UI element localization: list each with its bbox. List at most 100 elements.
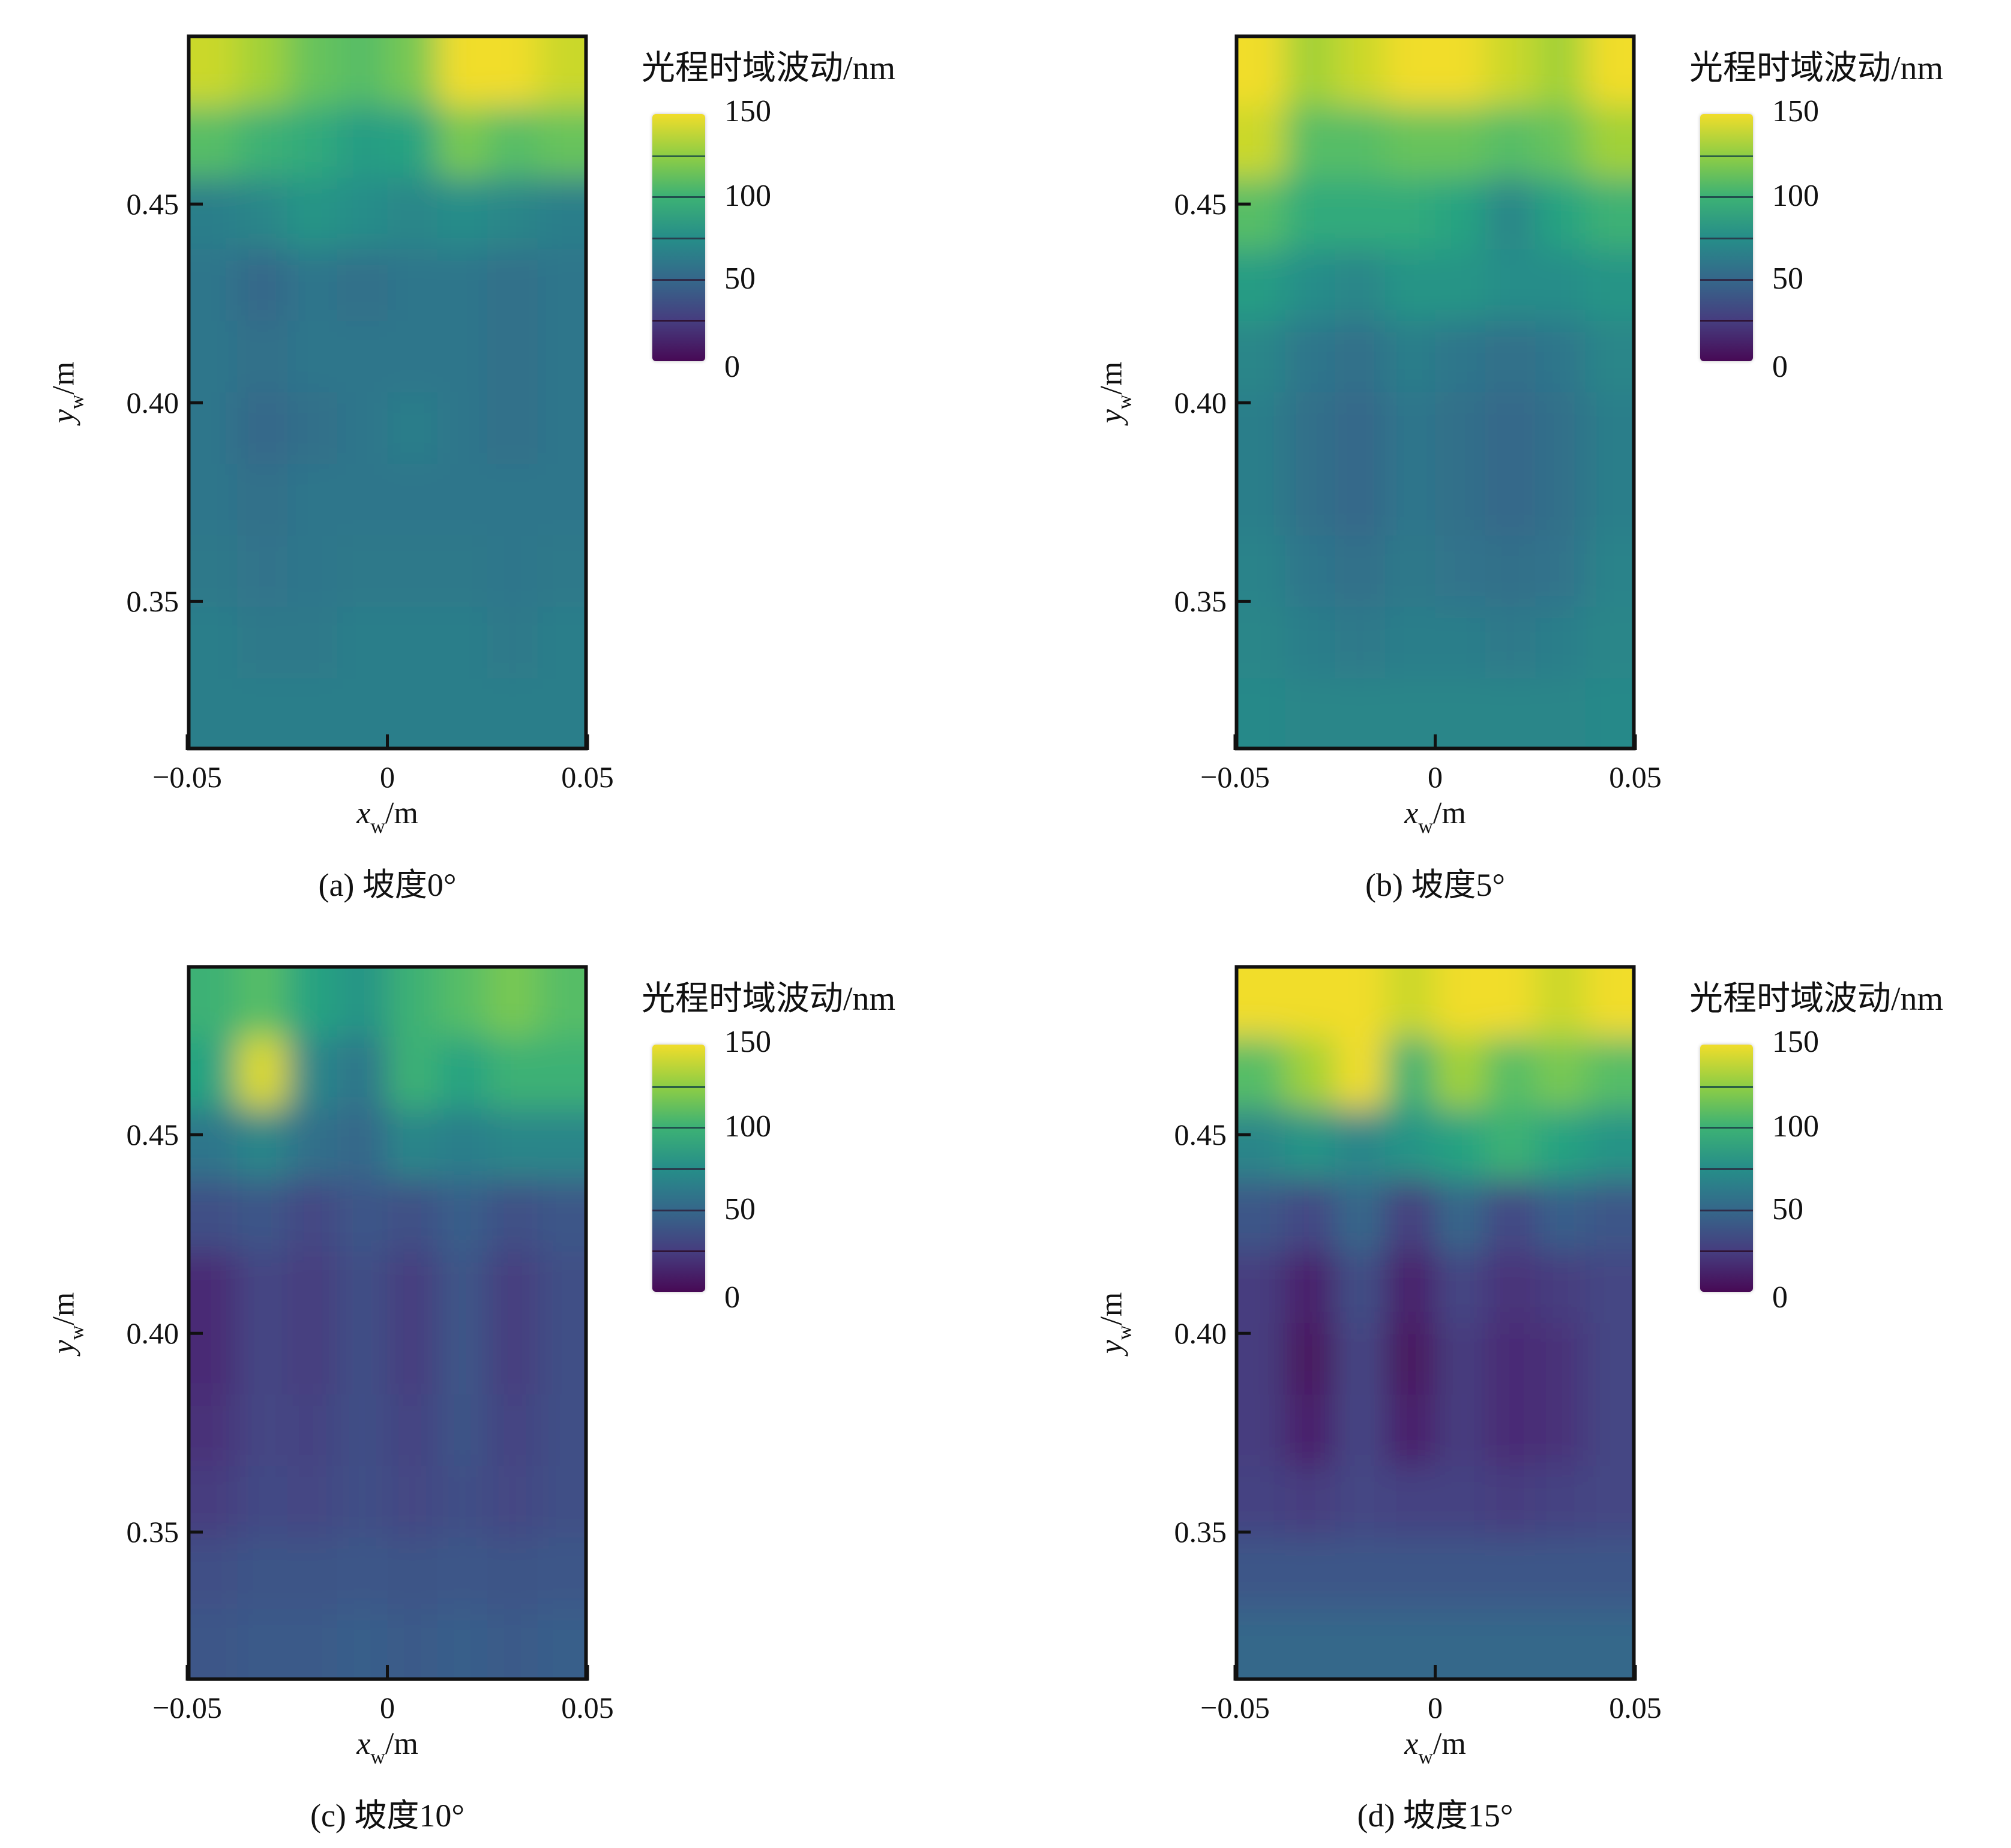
heatmap-cell bbox=[437, 535, 488, 608]
heatmap-cell bbox=[437, 1466, 488, 1538]
heatmap-cell bbox=[1285, 1394, 1336, 1467]
y-tick-label: 0.35 bbox=[1174, 584, 1227, 619]
heatmap-cell bbox=[1535, 35, 1586, 107]
heatmap-cell bbox=[287, 1251, 338, 1324]
heatmap-cell bbox=[387, 35, 438, 107]
axis-label-part: w bbox=[370, 815, 385, 838]
heatmap-cell bbox=[1435, 1108, 1486, 1181]
heatmap-cell bbox=[1235, 464, 1286, 536]
heatmap-cell bbox=[487, 106, 538, 179]
heatmap-cell bbox=[537, 392, 588, 465]
heatmap-cell bbox=[1435, 607, 1486, 679]
heatmap-cell bbox=[337, 965, 388, 1038]
heatmap-cell bbox=[1585, 1108, 1635, 1181]
heatmap-cell bbox=[1335, 965, 1386, 1038]
heatmap-cell bbox=[437, 1323, 488, 1396]
heatmap-cell bbox=[387, 1323, 438, 1396]
heatmap-cell bbox=[487, 178, 538, 250]
heatmap-cell bbox=[1585, 464, 1635, 536]
heatmap-cell bbox=[187, 1251, 238, 1324]
heatmap-cell bbox=[437, 320, 488, 393]
heatmap-cell bbox=[1435, 1251, 1486, 1324]
heatmap-plot bbox=[185, 34, 589, 751]
colorbar-band bbox=[1700, 1045, 1753, 1086]
heatmap-cell bbox=[1385, 678, 1436, 750]
heatmap-cell bbox=[337, 678, 388, 750]
heatmap-cells bbox=[187, 965, 588, 1681]
heatmap-cell bbox=[437, 35, 488, 107]
heatmap-cell bbox=[1285, 1537, 1336, 1610]
heatmap-cell bbox=[537, 464, 588, 536]
y-tick-label: 0.35 bbox=[126, 584, 179, 619]
heatmap-cell bbox=[337, 535, 388, 608]
heatmap-cell bbox=[1485, 1323, 1536, 1396]
heatmap-cell bbox=[487, 392, 538, 465]
axis-label-part: x bbox=[356, 1727, 371, 1761]
heatmap-cell bbox=[1585, 178, 1635, 250]
heatmap-cell bbox=[387, 965, 438, 1038]
heatmap-cell bbox=[1235, 607, 1286, 679]
heatmap-cell bbox=[337, 1108, 388, 1181]
heatmap-cell bbox=[1435, 535, 1486, 608]
y-axis-label: yw/m bbox=[46, 362, 89, 424]
heatmap-cell bbox=[387, 464, 438, 536]
heatmap-cell bbox=[437, 1394, 488, 1467]
heatmap-cell bbox=[1435, 106, 1486, 179]
heatmap-cell bbox=[1285, 1108, 1336, 1181]
x-axis-label: xw/m bbox=[1404, 1726, 1466, 1769]
heatmap-cell bbox=[287, 464, 338, 536]
colorbar-tick-label: 0 bbox=[1772, 350, 1788, 384]
heatmap-cell bbox=[487, 1466, 538, 1538]
heatmap-cell bbox=[187, 678, 238, 750]
colorbar-band bbox=[1700, 155, 1753, 197]
colorbar-band bbox=[652, 1168, 705, 1210]
heatmap-cell bbox=[1485, 464, 1536, 536]
heatmap-cell bbox=[1335, 1037, 1386, 1109]
heatmap-cell bbox=[1335, 1537, 1386, 1610]
heatmap-cell bbox=[187, 1180, 238, 1252]
y-axis-label: yw/m bbox=[1094, 1292, 1137, 1354]
heatmap-cell bbox=[437, 249, 488, 322]
heatmap-cell bbox=[1285, 35, 1336, 107]
heatmap-cell bbox=[1585, 607, 1635, 679]
heatmap-cell bbox=[1235, 1251, 1286, 1324]
heatmap-cell bbox=[537, 249, 588, 322]
heatmap-cell bbox=[237, 35, 288, 107]
heatmap-cell bbox=[537, 1537, 588, 1610]
heatmap-cell bbox=[1385, 1537, 1436, 1610]
heatmap-cell bbox=[387, 1251, 438, 1324]
heatmap-cell bbox=[1535, 106, 1586, 179]
heatmap-cell bbox=[487, 464, 538, 536]
heatmap-cell bbox=[1535, 392, 1586, 465]
x-tick-label: 0 bbox=[380, 1691, 395, 1724]
axis-label-part: /m bbox=[1094, 361, 1129, 395]
heatmap-cell bbox=[187, 464, 238, 536]
heatmap-cell bbox=[487, 1609, 538, 1681]
heatmap-cells bbox=[1235, 965, 1635, 1681]
heatmap-cell bbox=[287, 535, 338, 608]
heatmap-cell bbox=[1585, 965, 1635, 1038]
colorbar-tick-label: 150 bbox=[1772, 94, 1819, 128]
colorbar-band bbox=[652, 278, 705, 320]
heatmap-cell bbox=[1335, 249, 1386, 322]
colorbar-band bbox=[652, 1250, 705, 1292]
heatmap-cell bbox=[1585, 535, 1635, 608]
colorbar-tick-label: 0 bbox=[724, 1280, 740, 1315]
heatmap-cell bbox=[387, 106, 438, 179]
heatmap-cell bbox=[1535, 1466, 1586, 1538]
heatmap-cell bbox=[337, 1037, 388, 1109]
heatmap-cell bbox=[1535, 1251, 1586, 1324]
heatmap-cell bbox=[537, 1108, 588, 1181]
heatmap-cell bbox=[1285, 1609, 1336, 1681]
heatmap-cell bbox=[537, 178, 588, 250]
x-tick-label: 0.05 bbox=[561, 760, 614, 794]
heatmap-cell bbox=[537, 1251, 588, 1324]
heatmap-cell bbox=[1535, 1394, 1586, 1467]
axis-label-part: y bbox=[1094, 1340, 1129, 1354]
heatmap-cell bbox=[187, 1323, 238, 1396]
colorbar-tick-label: 150 bbox=[1772, 1025, 1819, 1059]
colorbar-band bbox=[652, 238, 705, 279]
heatmap-cell bbox=[237, 1323, 288, 1396]
heatmap-cell bbox=[237, 1466, 288, 1538]
heatmap-plot bbox=[1233, 34, 1637, 751]
